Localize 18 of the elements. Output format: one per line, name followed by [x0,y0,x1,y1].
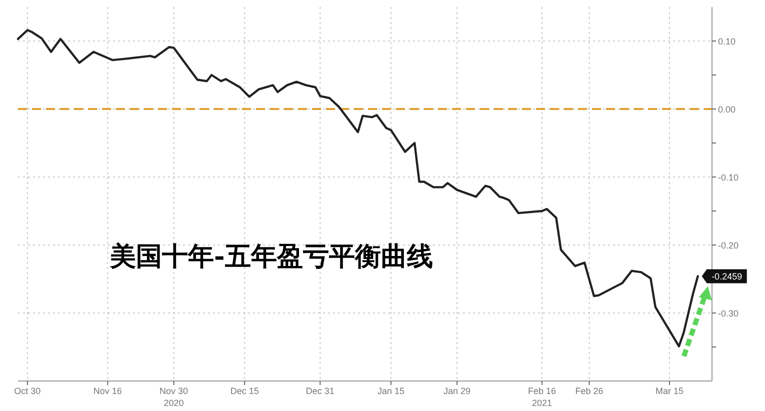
x-tick-label: Nov 30 2020 [160,386,188,408]
x-tick-label: Feb 16 2021 [528,386,556,408]
y-tick-label: 0.10 [718,36,736,46]
x-tick-label: Nov 16 [93,386,122,396]
line-series [16,29,699,348]
x-tick-label: Jan 29 [444,386,471,396]
x-tick-label: Dec 31 [306,386,334,396]
data-label: -0.2459 [712,272,742,282]
text: 美国十年-五年盈亏平衡曲线 [109,242,433,272]
y-tick-label: 0.00 [718,104,736,114]
x-tick-label: Feb 26 [575,386,604,396]
x-tick-label: Jan 15 [377,386,404,396]
x-tick-label: Oct 30 [14,386,41,396]
y-tick-label: -0.20 [718,240,739,250]
x-tick-label: Dec 15 [230,386,259,396]
x-tick-label: Mar 15 [656,386,684,396]
y-tick-label: -0.30 [718,308,739,318]
y-tick-label: -0.10 [718,172,739,182]
